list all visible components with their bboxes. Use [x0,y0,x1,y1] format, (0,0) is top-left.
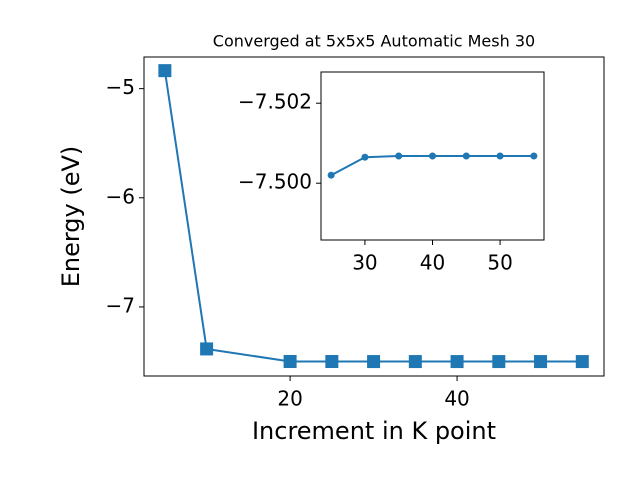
series-line [163,70,583,363]
x-tick-label: 40 [420,251,445,275]
marker [395,152,403,160]
marker [496,152,504,160]
marker [327,171,335,179]
marker [492,355,506,369]
axes-frame [143,56,605,377]
marker [361,153,369,161]
x-axis-label: Increment in K point [252,417,496,445]
marker [530,152,538,160]
y-tick-label: −6 [106,184,135,208]
marker [408,355,422,369]
marker [283,354,297,368]
marker [462,152,470,160]
marker [534,355,548,369]
marker [429,152,436,160]
y-axis-label: Energy (eV) [57,146,85,288]
y-tick-label: −5 [106,75,135,99]
marker [200,342,214,356]
y-tick-label: −7.502 [238,90,312,114]
marker [325,355,339,369]
chart-title: Converged at 5x5x5 Automatic Mesh 30 [213,32,535,51]
y-tick-label: −7.500 [238,170,312,194]
y-tick-label: −7 [106,293,135,317]
x-tick-label: 30 [352,251,377,275]
x-tick-label: 40 [444,387,469,411]
marker [450,355,464,369]
x-tick-label: 20 [277,387,302,411]
x-tick-label: 50 [487,251,512,275]
marker [158,64,172,78]
marker [367,355,381,369]
marker [575,355,589,369]
